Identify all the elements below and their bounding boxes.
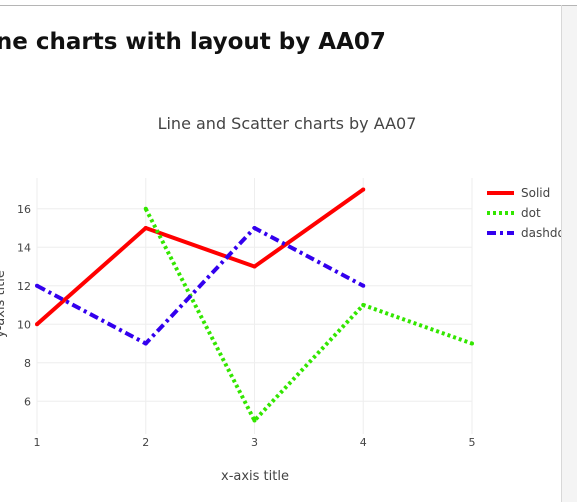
y-tick-label: 10 [17,318,31,331]
y-tick-label: 8 [24,357,31,370]
x-tick-label: 4 [360,436,367,449]
x-tick-label: 3 [251,436,258,449]
y-axis-ticks: 6 8 10 12 14 16 [17,203,31,408]
data-point-dot[interactable] [470,341,474,346]
chart-gridlines [36,178,473,434]
chart-series [35,187,474,423]
data-point-dashdot[interactable] [361,283,366,288]
x-axis-ticks: 1 2 3 4 5 [34,436,476,449]
data-point-dashdot[interactable] [143,341,148,346]
chart-legend[interactable]: Solid dot dashdot [487,186,561,240]
x-tick-label: 5 [469,436,476,449]
x-tick-label: 1 [34,436,41,449]
legend-label-dot[interactable]: dot [521,206,541,220]
series-line-dot[interactable] [143,207,473,423]
y-tick-label: 12 [17,280,31,293]
data-point-dashdot[interactable] [252,226,257,231]
data-point-solid[interactable] [35,322,39,327]
y-tick-label: 16 [17,203,31,216]
y-tick-label: 14 [17,241,31,254]
series-line-dashdot[interactable] [36,226,365,346]
chart-title: Line and Scatter charts by AA07 [158,114,417,133]
data-point-solid[interactable] [361,187,366,192]
y-axis-title: y-axis title [0,270,8,338]
y-tick-label: 6 [24,395,31,408]
page-title: ine charts with layout by AA07 [0,29,386,55]
data-point-solid[interactable] [143,226,148,231]
data-point-dashdot[interactable] [35,283,39,288]
legend-label-solid[interactable]: Solid [521,186,550,200]
x-tick-label: 2 [142,436,149,449]
right-divider [561,5,562,502]
data-point-solid[interactable] [252,264,257,269]
data-point-dot[interactable] [361,303,366,308]
top-divider [0,5,577,6]
data-point-dot[interactable] [252,418,257,423]
x-axis-title: x-axis title [221,469,289,484]
legend-label-dashdot[interactable]: dashdot [521,226,561,240]
data-point-dot[interactable] [143,206,148,211]
scrollbar-track[interactable] [562,6,577,502]
series-line-solid[interactable] [35,187,365,326]
